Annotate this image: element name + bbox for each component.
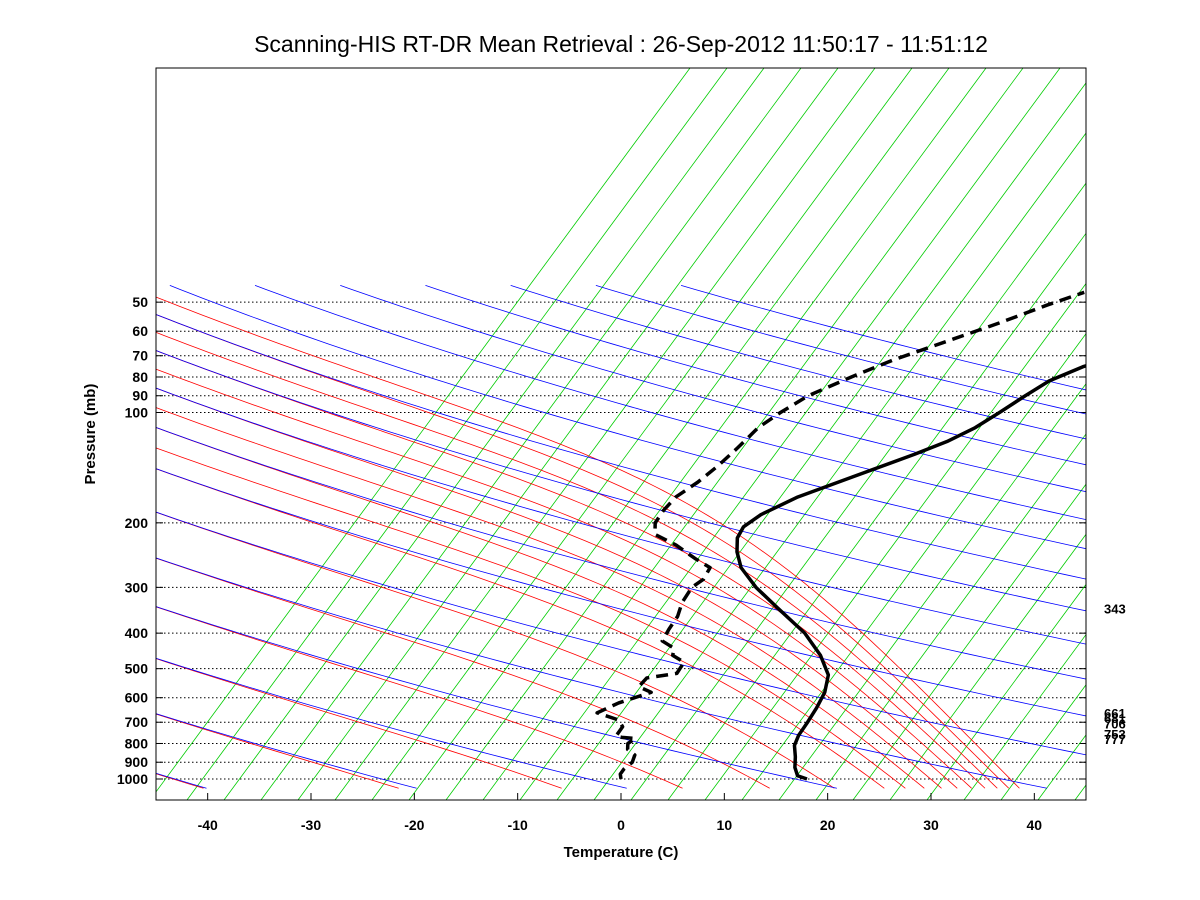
mixing-ratio-line	[186, 68, 728, 800]
side-pressure-label: 681	[1104, 711, 1126, 726]
dry-adiabat-line	[156, 606, 837, 789]
side-pressure-label: 661	[1104, 706, 1126, 721]
mixing-ratio-line	[260, 68, 802, 800]
dewpoint-series-line	[595, 290, 1085, 780]
dry-adiabat-line	[156, 468, 1086, 717]
mixing-ratio-line	[297, 68, 839, 800]
y-tick-label: 60	[132, 323, 148, 339]
side-pressure-label: 753	[1104, 727, 1126, 742]
x-tick-label: -30	[301, 817, 321, 833]
dry-adiabat-line	[156, 426, 1086, 680]
y-tick-label: 300	[125, 579, 149, 595]
moist-adiabat-line	[156, 658, 562, 789]
mixing-ratio-line	[778, 383, 1086, 800]
x-axis-label: Temperature (C)	[564, 844, 679, 861]
y-tick-label: 700	[125, 714, 149, 730]
mixing-ratio-line	[852, 483, 1086, 800]
sounding-series	[595, 290, 1086, 781]
mixing-ratio-line	[704, 282, 1086, 800]
mixing-ratio-line	[630, 182, 1086, 800]
dry-adiabat-line	[156, 387, 1086, 645]
side-pressure-label: 706	[1104, 717, 1126, 732]
y-tick-label: 200	[125, 515, 149, 531]
mixing-ratio-line	[445, 68, 987, 800]
moist-adiabat-line	[156, 407, 942, 789]
dry-adiabat-line	[425, 285, 1086, 466]
mixing-ratio-line	[889, 533, 1086, 800]
moist-adiabat-line	[156, 296, 1020, 789]
temperature-series-line	[735, 363, 1086, 781]
y-axis-label: Pressure (mb)	[82, 384, 99, 485]
y-tick-label: 50	[132, 294, 148, 310]
dry-adiabat-line	[156, 657, 627, 789]
x-tick-label: 40	[1027, 817, 1043, 833]
dry-adiabat-line	[156, 350, 1086, 612]
moist-adiabat-line	[156, 331, 998, 789]
dry-adiabat-line	[156, 557, 1048, 789]
x-tick-label: 30	[923, 817, 939, 833]
x-tick-label: 0	[617, 817, 625, 833]
dry-adiabat-line	[595, 285, 1086, 415]
mixing-ratio-line	[963, 633, 1086, 800]
x-tick-label: -10	[508, 817, 528, 833]
moist-adiabat-line	[156, 468, 885, 789]
y-tick-label: 400	[125, 625, 149, 641]
moist-adiabat-line	[156, 387, 958, 789]
moist-adiabat-line	[156, 511, 835, 789]
dry-adiabat-line	[254, 285, 1086, 521]
mixing-ratio-line	[815, 433, 1086, 800]
chart-title: Scanning-HIS RT-DR Mean Retrieval : 26-S…	[254, 31, 988, 57]
mixing-ratio-line	[926, 583, 1086, 800]
x-tick-label: 10	[717, 817, 733, 833]
mixing-ratio-lines	[156, 68, 1086, 800]
moist-adiabat-line	[156, 427, 925, 789]
mixing-ratio-line	[334, 68, 876, 800]
x-tick-label: -20	[404, 817, 424, 833]
y-tick-label: 80	[132, 369, 148, 385]
dry-adiabat-line	[156, 314, 1086, 580]
mixing-ratio-line	[593, 132, 1086, 800]
y-tick-label: 90	[132, 388, 148, 404]
mixing-ratio-line	[667, 232, 1086, 800]
x-tick-label: -40	[198, 817, 218, 833]
side-pressure-label: 343	[1104, 602, 1126, 617]
moist-adiabat-line	[156, 557, 770, 789]
dry-adiabat-line	[156, 511, 1086, 756]
dry-adiabat-line	[680, 285, 1086, 391]
moist-adiabat-line	[156, 447, 906, 789]
y-tick-label: 900	[125, 754, 149, 770]
y-tick-label: 70	[132, 348, 148, 364]
side-pressure-label: 777	[1104, 732, 1126, 747]
mixing-ratio-line	[156, 68, 691, 793]
mixing-ratio-line	[223, 68, 765, 800]
dry-adiabats	[156, 285, 1086, 789]
moist-adiabat-line	[156, 606, 683, 789]
mixing-ratio-line	[741, 333, 1086, 800]
moist-adiabat-line	[156, 314, 1010, 789]
y-tick-label: 100	[125, 405, 149, 421]
x-tick-label: 20	[820, 817, 836, 833]
y-tick-label: 800	[125, 735, 149, 751]
mixing-ratio-line	[519, 68, 1061, 800]
mixing-ratio-line	[371, 68, 913, 800]
mixing-ratio-line	[408, 68, 950, 800]
dry-adiabat-line	[510, 285, 1086, 440]
dry-adiabat-line	[169, 285, 1086, 550]
x-axis-ticks: -40 -30 -20 -10 0 10 20 30 40	[198, 793, 1043, 833]
dry-adiabat-line	[340, 285, 1086, 493]
y-tick-label: 500	[125, 661, 149, 677]
y-tick-label: 1000	[117, 771, 148, 787]
y-tick-label: 600	[125, 690, 149, 706]
